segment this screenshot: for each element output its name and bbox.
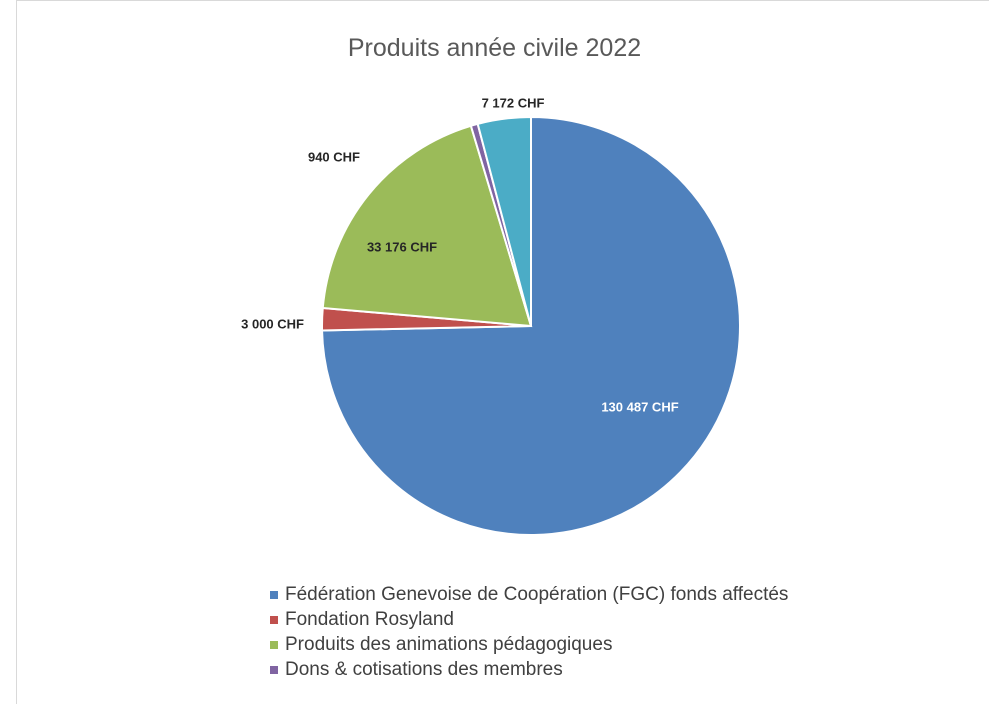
legend-item-rosyland: Fondation Rosyland xyxy=(270,607,788,632)
legend-swatch-dons xyxy=(270,665,278,674)
data-label-0: 130 487 CHF xyxy=(601,399,678,414)
data-label-4: 7 172 CHF xyxy=(482,95,545,110)
legend-label-fgc: Fédération Genevoise de Coopération (FGC… xyxy=(285,583,789,605)
legend-swatch-fgc xyxy=(270,590,278,599)
legend-label-animations: Produits des animations pédagogiques xyxy=(285,633,613,655)
data-label-1: 3 000 CHF xyxy=(241,316,304,331)
legend-label-dons: Dons & cotisations des membres xyxy=(285,658,563,680)
legend-swatch-animations xyxy=(270,640,278,649)
data-label-3: 940 CHF xyxy=(308,149,360,164)
data-label-2: 33 176 CHF xyxy=(367,239,437,254)
pie-slice-2 xyxy=(321,124,533,328)
chart-legend: Fédération Genevoise de Coopération (FGC… xyxy=(270,582,788,682)
pie-slice-4 xyxy=(476,115,532,327)
legend-swatch-rosyland xyxy=(270,615,278,624)
legend-item-fgc: Fédération Genevoise de Coopération (FGC… xyxy=(270,582,788,607)
legend-item-animations: Produits des animations pédagogiques xyxy=(270,632,788,657)
legend-item-dons: Dons & cotisations des membres xyxy=(270,657,788,682)
pie-slice-0 xyxy=(321,115,741,536)
legend-label-rosyland: Fondation Rosyland xyxy=(285,608,454,630)
chart-title: Produits année civile 2022 xyxy=(347,34,642,62)
